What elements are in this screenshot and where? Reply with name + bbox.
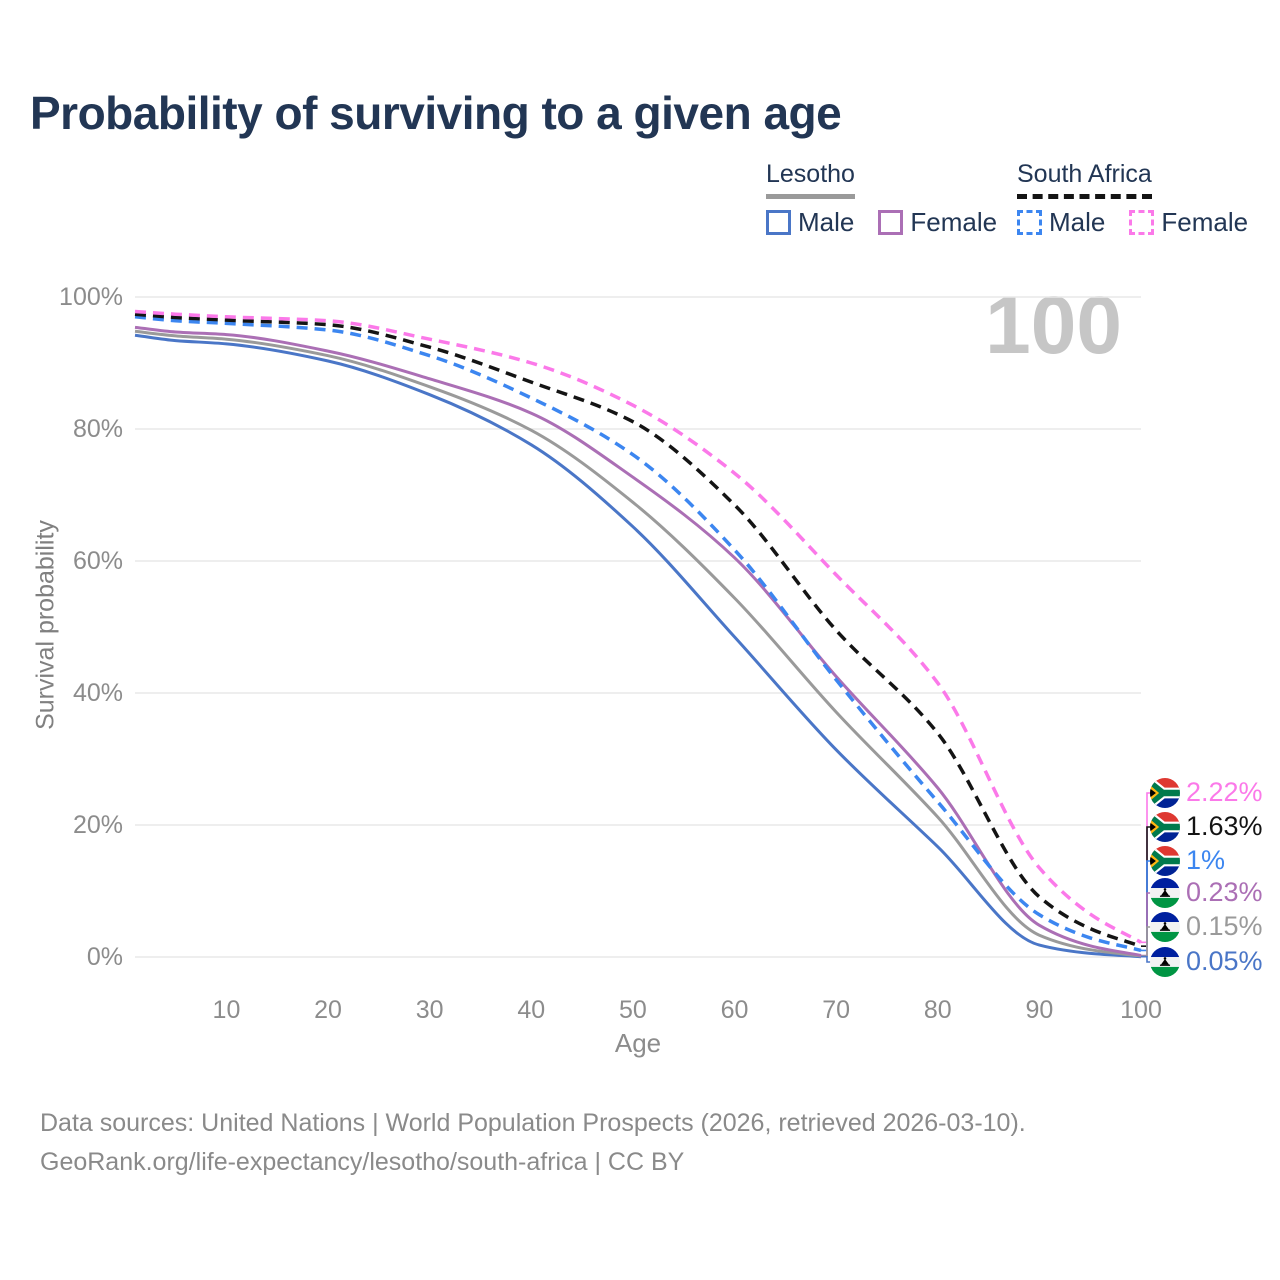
legend-items-south-africa: Male Female bbox=[1017, 207, 1248, 238]
x-tick-label: 60 bbox=[720, 996, 749, 1024]
y-tick-label: 40% bbox=[72, 679, 123, 707]
end-label-south-africa-female: 2.22% bbox=[1150, 777, 1263, 808]
legend-group-title-south-africa: South Africa bbox=[1017, 160, 1152, 199]
x-tick-label: 30 bbox=[415, 996, 444, 1024]
end-label-south-africa-male: 1% bbox=[1150, 845, 1225, 876]
x-tick-label: 90 bbox=[1025, 996, 1054, 1024]
legend-item-lesotho-female[interactable]: Female bbox=[878, 207, 997, 238]
y-tick-label: 20% bbox=[72, 811, 123, 839]
legend-swatch-icon bbox=[1129, 210, 1155, 235]
legend-item-label: Male bbox=[798, 207, 855, 237]
page-title: Probability of surviving to a given age bbox=[30, 87, 842, 139]
legend-item-south-africa-male[interactable]: Male bbox=[1017, 207, 1105, 238]
legend-swatch-icon bbox=[878, 210, 904, 235]
legend-group-lesotho: Lesotho Male Female bbox=[766, 160, 997, 238]
end-label-value: 0.23% bbox=[1186, 877, 1263, 907]
lesotho-flag-icon bbox=[1150, 877, 1180, 908]
south-africa-flag-icon bbox=[1150, 811, 1180, 842]
y-tick-label: 80% bbox=[72, 415, 123, 443]
end-label-value: 0.05% bbox=[1186, 946, 1263, 976]
series-line-lesotho-female bbox=[134, 325, 1142, 957]
legend: Lesotho Male Female South Africa Male Fema… bbox=[0, 160, 1280, 250]
series-line-south-africa-male bbox=[134, 315, 1142, 953]
end-label-lesotho-male: 0.05% bbox=[1150, 946, 1263, 977]
end-label-value: 0.15% bbox=[1186, 911, 1263, 941]
end-label-value: 1% bbox=[1186, 845, 1226, 875]
series-line-south-africa-female bbox=[134, 309, 1142, 944]
lesotho-flag-icon bbox=[1150, 911, 1180, 942]
x-axis-title: Age bbox=[614, 1028, 662, 1058]
legend-item-label: Male bbox=[1049, 207, 1106, 237]
footer-attribution: Data sources: United Nations | World Pop… bbox=[40, 1104, 1026, 1182]
legend-item-south-africa-female[interactable]: Female bbox=[1129, 207, 1248, 238]
legend-item-label: Female bbox=[1161, 207, 1249, 237]
end-label-lesotho-female: 0.23% bbox=[1150, 877, 1263, 908]
legend-item-label: Female bbox=[910, 207, 998, 237]
legend-group-south-africa: South Africa Male Female bbox=[1017, 160, 1248, 238]
end-label-south-africa-both-sexes: 1.63% bbox=[1150, 811, 1263, 842]
lesotho-flag-icon bbox=[1150, 946, 1180, 977]
legend-group-title-lesotho: Lesotho bbox=[766, 160, 855, 199]
x-tick-label: 70 bbox=[822, 996, 851, 1024]
end-label-connector bbox=[1141, 955, 1152, 963]
south-africa-flag-icon bbox=[1150, 777, 1180, 808]
age-indicator-watermark: 100 bbox=[985, 280, 1122, 371]
x-tick-label: 50 bbox=[619, 996, 647, 1024]
legend-swatch-icon bbox=[766, 210, 791, 235]
y-tick-label: 100% bbox=[59, 283, 123, 311]
y-tick-label: 0% bbox=[86, 943, 123, 971]
series-line-lesotho-both-sexes bbox=[134, 329, 1142, 958]
x-tick-label: 40 bbox=[517, 996, 546, 1024]
x-tick-label: 10 bbox=[212, 996, 241, 1024]
legend-items-lesotho: Male Female bbox=[766, 207, 997, 238]
x-tick-label: 20 bbox=[314, 996, 342, 1024]
legend-item-lesotho-male[interactable]: Male bbox=[766, 207, 854, 238]
x-tick-label: 80 bbox=[923, 996, 952, 1024]
series-line-lesotho-male bbox=[134, 333, 1142, 959]
end-label-lesotho-both-sexes: 0.15% bbox=[1150, 911, 1263, 942]
end-label-value: 1.63% bbox=[1186, 811, 1263, 841]
end-label-value: 2.22% bbox=[1186, 777, 1263, 807]
x-tick-label: 100 bbox=[1120, 996, 1162, 1024]
series-line-south-africa-both-sexes bbox=[134, 312, 1142, 948]
y-tick-label: 60% bbox=[72, 547, 123, 575]
south-africa-flag-icon bbox=[1150, 845, 1180, 876]
footer-license: GeoRank.org/life-expectancy/lesotho/sout… bbox=[40, 1147, 685, 1176]
legend-swatch-icon bbox=[1017, 210, 1042, 235]
footer-data-sources: Data sources: United Nations | World Pop… bbox=[40, 1109, 1026, 1137]
